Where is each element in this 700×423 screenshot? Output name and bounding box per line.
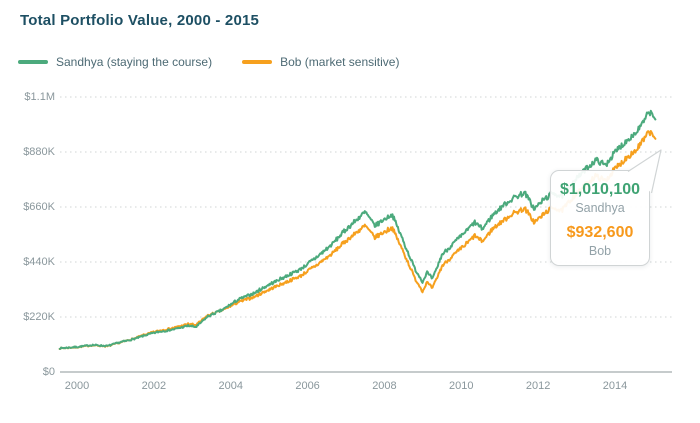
legend-item-sandhya: Sandhya (staying the course) [18, 55, 212, 69]
value-callout: $1,010,100 Sandhya $932,600 Bob [550, 170, 650, 266]
legend-item-bob: Bob (market sensitive) [242, 55, 399, 69]
y-axis-label: $0 [42, 366, 55, 378]
x-axis-label: 2004 [218, 380, 243, 392]
sandhya-final-value: $1,010,100 [559, 180, 641, 198]
chart-title: Total Portfolio Value, 2000 - 2015 [20, 12, 260, 29]
y-axis-label: $660K [23, 201, 55, 213]
y-axis-label: $880K [23, 146, 55, 158]
bob-line-swatch-icon [242, 60, 273, 64]
bob-name-label: Bob [588, 243, 612, 258]
sandhya-name-label: Sandhya [575, 200, 625, 215]
x-axis-label: 2002 [141, 380, 167, 392]
x-axis-label: 2012 [525, 380, 551, 392]
legend: Sandhya (staying the course) Bob (market… [18, 55, 429, 69]
bob-final-value: $932,600 [566, 223, 634, 241]
sandhya-line-swatch-icon [18, 60, 48, 64]
x-axis-label: 2000 [64, 380, 90, 392]
x-axis-label: 2008 [372, 380, 397, 392]
y-axis-label: $440K [23, 256, 55, 268]
x-axis-label: 2014 [602, 380, 628, 392]
x-axis-label: 2010 [449, 380, 474, 392]
legend-label-bob: Bob (market sensitive) [280, 55, 400, 69]
y-axis-label: $1.1M [24, 91, 55, 103]
legend-label-sandhya: Sandhya (staying the course) [56, 55, 213, 69]
y-axis-label: $220K [23, 311, 55, 323]
x-axis-label: 2006 [295, 380, 320, 392]
